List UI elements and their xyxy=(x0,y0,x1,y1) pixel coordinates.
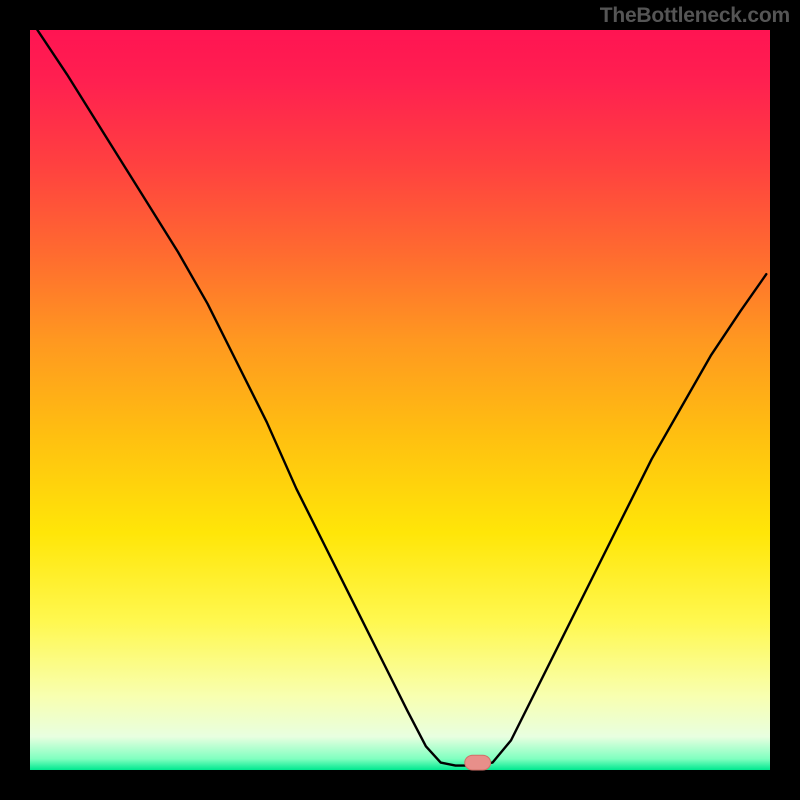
bottleneck-chart xyxy=(0,0,800,800)
optimal-marker xyxy=(465,755,491,770)
plot-background xyxy=(30,30,770,770)
chart-container: TheBottleneck.com xyxy=(0,0,800,800)
